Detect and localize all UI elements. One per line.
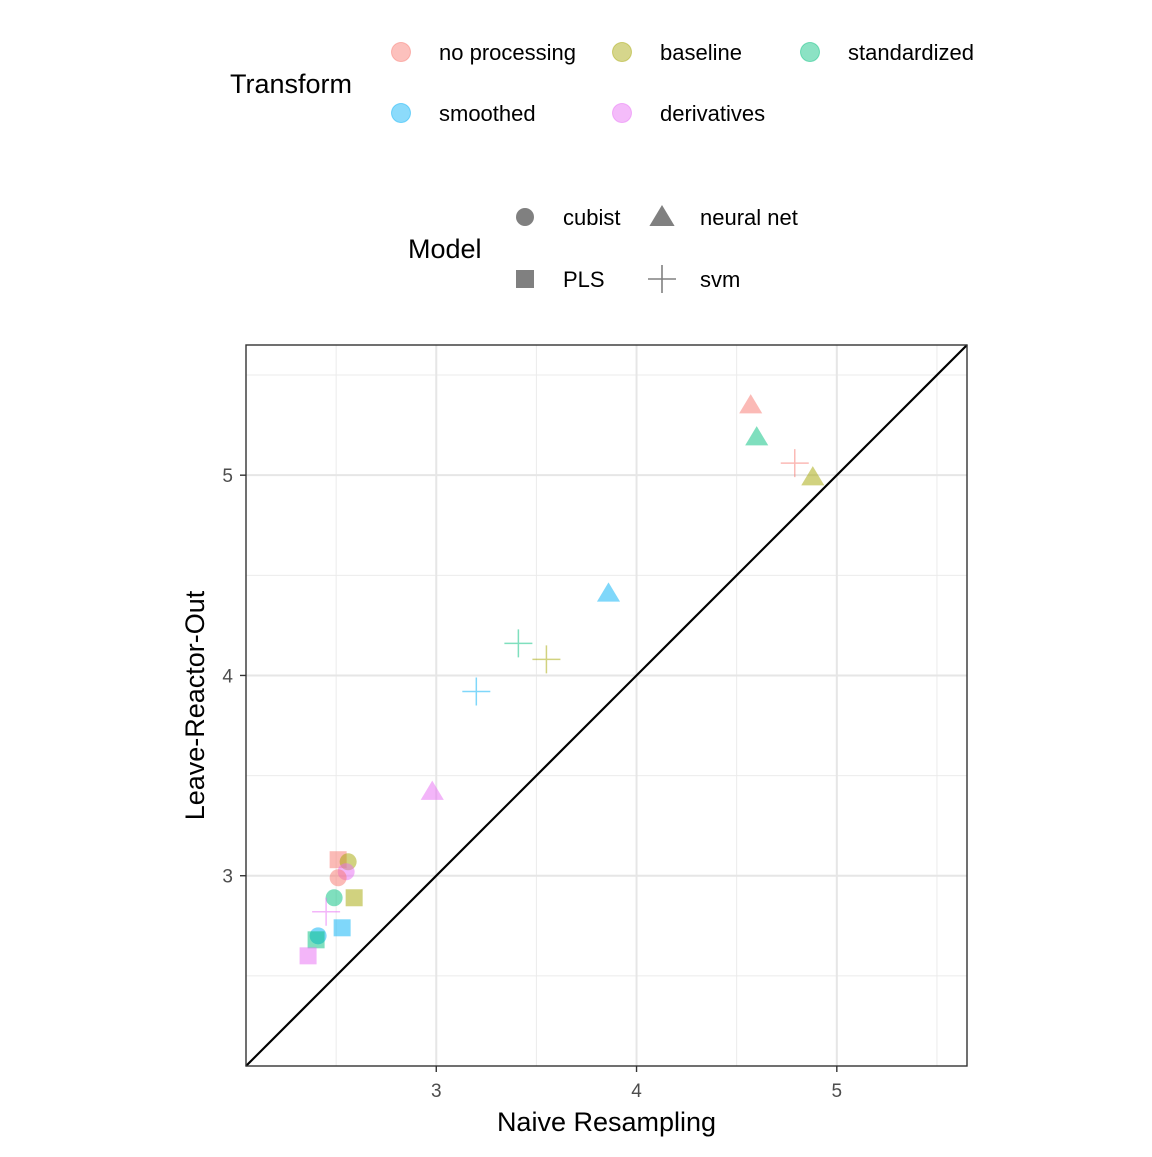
- data-point-standardized-svm: [504, 629, 533, 658]
- data-point-no-processing-svm: [780, 449, 809, 478]
- legend-label-neural-net: neural net: [700, 205, 798, 230]
- data-point-baseline-neural-net: [801, 466, 825, 486]
- data-point-derivatives-svm: [312, 897, 341, 926]
- legend-key-PLS: [516, 270, 534, 288]
- data-point-derivatives-PLS: [299, 947, 317, 965]
- data-point-smoothed-neural-net: [596, 582, 621, 602]
- legend-key-neural-net: [649, 205, 675, 226]
- legend-label-derivatives: derivatives: [660, 101, 765, 126]
- legend-key-derivatives: [612, 103, 632, 123]
- legend-label-standardized: standardized: [848, 40, 974, 65]
- plot-panel: [245, 344, 968, 1067]
- grid-major: [246, 345, 967, 1066]
- x-tick-label: 3: [431, 1081, 442, 1102]
- data-points: [299, 394, 825, 965]
- data-point-no-processing-neural-net: [739, 394, 763, 414]
- legend-label-PLS: PLS: [563, 267, 605, 292]
- legend-key-cubist: [516, 208, 534, 226]
- legend-model: Model cubist neural net PLS svm: [408, 205, 798, 293]
- y-tick-label: 5: [222, 466, 233, 487]
- grid-minor: [246, 345, 967, 1066]
- data-point-smoothed-svm: [462, 677, 491, 706]
- legend-key-svm: [648, 265, 676, 293]
- legend-label-svm: svm: [700, 267, 740, 292]
- legend-label-smoothed: smoothed: [439, 101, 536, 126]
- y-axis-title: Leave-Reactor-Out: [180, 590, 210, 820]
- identity-line: [245, 344, 968, 1067]
- legend-transform: Transform no processing baseline standardi…: [230, 40, 974, 126]
- legend-key-baseline: [612, 42, 632, 62]
- legend-key-no-processing: [391, 42, 411, 62]
- data-point-standardized-cubist: [325, 889, 343, 907]
- y-tick-label: 3: [222, 867, 233, 888]
- data-point-baseline-PLS: [345, 889, 363, 907]
- x-tick-label: 4: [631, 1081, 642, 1102]
- x-axis: 3 4 5: [431, 1066, 842, 1102]
- data-point-standardized-neural-net: [745, 426, 769, 446]
- y-tick-label: 4: [222, 666, 233, 687]
- data-point-standardized-PLS: [307, 931, 325, 949]
- legend-label-no-processing: no processing: [439, 40, 576, 65]
- legend-transform-title: Transform: [230, 69, 352, 99]
- data-point-baseline-svm: [532, 645, 561, 674]
- data-point-derivatives-neural-net: [420, 780, 444, 800]
- legend-key-standardized: [800, 42, 820, 62]
- x-tick-label: 5: [832, 1081, 843, 1102]
- legend-label-cubist: cubist: [563, 205, 620, 230]
- y-axis: 3 4 5: [222, 466, 246, 888]
- legend-key-smoothed: [391, 103, 411, 123]
- panel-border: [245, 344, 968, 1067]
- data-point-no-processing-cubist: [329, 869, 347, 887]
- legend-model-title: Model: [408, 234, 482, 264]
- legend-label-baseline: baseline: [660, 40, 742, 65]
- data-point-smoothed-PLS: [333, 919, 351, 937]
- x-axis-title: Naive Resampling: [497, 1107, 716, 1137]
